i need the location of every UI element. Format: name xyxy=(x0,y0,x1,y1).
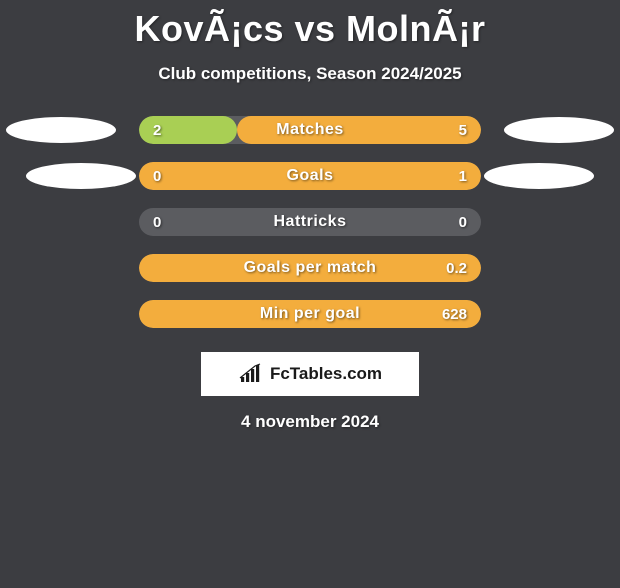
stat-label: Min per goal xyxy=(260,305,360,323)
stat-row: 2 5 Matches xyxy=(0,116,620,144)
page-title: KovÃ¡cs vs MolnÃ¡r xyxy=(0,8,620,50)
chart-icon xyxy=(238,363,264,385)
value-right: 1 xyxy=(459,168,467,185)
stat-bar: 0 0 Hattricks xyxy=(139,208,481,236)
value-left: 2 xyxy=(153,122,161,139)
stat-row: 0 0 Hattricks xyxy=(0,208,620,236)
comparison-chart: 2 5 Matches 0 1 Goals 0 0 Hattricks 0.2 Goals per … xyxy=(0,116,620,328)
value-right: 0.2 xyxy=(446,260,467,277)
value-left: 0 xyxy=(153,168,161,185)
stat-label: Matches xyxy=(276,121,344,139)
value-right: 0 xyxy=(459,214,467,231)
stat-bar: 2 5 Matches xyxy=(139,116,481,144)
profile-ellipse-right xyxy=(504,117,614,143)
date-label: 4 november 2024 xyxy=(0,412,620,432)
profile-ellipse-left xyxy=(6,117,116,143)
stat-label: Goals per match xyxy=(244,259,377,277)
value-right: 5 xyxy=(459,122,467,139)
stat-label: Goals xyxy=(287,167,334,185)
branding-text: FcTables.com xyxy=(270,364,382,384)
stat-bar: 628 Min per goal xyxy=(139,300,481,328)
fill-right xyxy=(237,116,481,144)
stat-row: 0 1 Goals xyxy=(0,162,620,190)
profile-ellipse-right xyxy=(484,163,594,189)
stat-row: 0.2 Goals per match xyxy=(0,254,620,282)
subtitle: Club competitions, Season 2024/2025 xyxy=(0,64,620,84)
branding-box: FcTables.com xyxy=(201,352,419,396)
profile-ellipse-left xyxy=(26,163,136,189)
stat-bar: 0 1 Goals xyxy=(139,162,481,190)
stat-label: Hattricks xyxy=(274,213,347,231)
stat-row: 628 Min per goal xyxy=(0,300,620,328)
value-right: 628 xyxy=(442,306,467,323)
stat-bar: 0.2 Goals per match xyxy=(139,254,481,282)
value-left: 0 xyxy=(153,214,161,231)
